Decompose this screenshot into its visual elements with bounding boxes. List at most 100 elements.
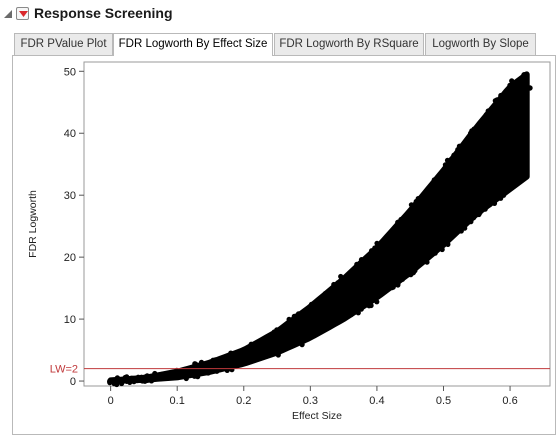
data-point <box>320 296 326 302</box>
data-point <box>409 270 415 276</box>
data-point <box>455 147 461 153</box>
data-point <box>301 338 307 344</box>
data-point <box>388 232 394 238</box>
data-point <box>479 206 485 212</box>
report-outline-header: Response Screening <box>0 0 559 30</box>
data-point <box>442 169 448 175</box>
collapse-triangle-icon[interactable] <box>4 8 12 18</box>
plot-frame <box>83 61 551 387</box>
data-point <box>293 340 299 346</box>
data-point <box>289 341 295 347</box>
data-point <box>179 369 185 375</box>
tab-fdr-logworth-by-rsquare[interactable]: FDR Logworth By RSquare <box>274 33 424 55</box>
data-point <box>448 156 454 163</box>
data-point <box>331 283 337 289</box>
data-point <box>507 121 513 127</box>
data-point <box>476 211 482 218</box>
x-tick-label: 0.4 <box>369 395 384 407</box>
data-point <box>255 341 261 347</box>
data-point <box>229 367 235 373</box>
data-point <box>274 327 280 333</box>
data-point <box>382 238 388 244</box>
data-point <box>372 245 378 251</box>
tab-fdr-logworth-by-effect-size[interactable]: FDR Logworth By Effect Size <box>113 33 273 56</box>
data-point <box>403 270 409 276</box>
data-point <box>527 85 533 91</box>
data-point <box>209 360 215 366</box>
y-tick-label: 40 <box>64 128 76 140</box>
data-point <box>431 177 437 183</box>
data-point <box>344 274 350 280</box>
data-cloud <box>107 71 530 388</box>
tab-fdr-pvalue-plot[interactable]: FDR PValue Plot <box>14 33 113 55</box>
data-point <box>492 98 498 104</box>
data-point <box>311 330 317 336</box>
data-point <box>468 130 474 136</box>
report-title[interactable]: Response Screening <box>34 5 173 21</box>
data-point <box>424 259 430 265</box>
data-point <box>219 358 225 364</box>
tab-strip-divider <box>12 55 556 56</box>
data-point <box>501 190 507 196</box>
data-point <box>451 152 457 158</box>
data-point <box>286 316 292 322</box>
data-point <box>348 312 354 318</box>
data-point <box>470 191 477 197</box>
data-point <box>417 196 423 202</box>
data-point <box>107 379 113 385</box>
data-point <box>429 250 435 256</box>
y-axis-title: FDR Logworth <box>27 190 39 258</box>
data-point <box>205 370 211 376</box>
data-point <box>458 228 464 234</box>
data-point <box>384 284 390 290</box>
data-point <box>368 302 374 309</box>
data-point <box>258 354 264 360</box>
data-point <box>358 257 365 263</box>
data-point <box>186 372 192 378</box>
data-point <box>361 301 367 307</box>
data-point <box>337 316 343 322</box>
data-point <box>411 266 417 272</box>
data-point <box>421 193 427 199</box>
data-point <box>130 375 136 381</box>
data-point <box>498 195 504 201</box>
data-point <box>507 82 513 88</box>
y-tick-label: 30 <box>64 190 76 202</box>
data-point <box>445 241 451 247</box>
red-triangle-menu-button[interactable] <box>16 7 29 20</box>
x-tick-label: 0.5 <box>436 395 451 407</box>
data-point <box>214 368 220 374</box>
data-point <box>408 202 414 208</box>
data-point <box>198 359 205 365</box>
data-point <box>508 184 514 190</box>
data-point <box>135 374 141 380</box>
tab-logworth-by-slope[interactable]: Logworth By Slope <box>425 33 536 55</box>
data-point <box>260 336 266 342</box>
red-triangle-icon <box>19 11 28 17</box>
data-point <box>521 72 527 78</box>
data-point <box>322 326 328 332</box>
data-point <box>351 267 358 273</box>
data-point <box>395 282 401 288</box>
data-point <box>374 299 380 305</box>
y-axis: 0 10 20 30 40 50 <box>64 66 84 388</box>
data-point <box>399 217 405 223</box>
data-point <box>269 334 275 340</box>
data-point <box>335 280 341 286</box>
data-point <box>283 344 289 350</box>
data-point <box>460 204 466 211</box>
data-point <box>118 377 124 383</box>
x-axis-title: Effect Size <box>292 410 342 422</box>
data-point <box>111 381 117 387</box>
data-point <box>123 375 129 381</box>
data-point <box>524 136 530 143</box>
data-point <box>482 181 489 187</box>
data-point <box>438 243 444 249</box>
reference-line-label: LW=2 <box>50 364 78 376</box>
data-point <box>161 374 167 380</box>
data-point <box>515 112 521 118</box>
data-point <box>490 198 496 204</box>
y-tick-label: 50 <box>64 66 76 78</box>
data-point <box>466 214 472 220</box>
